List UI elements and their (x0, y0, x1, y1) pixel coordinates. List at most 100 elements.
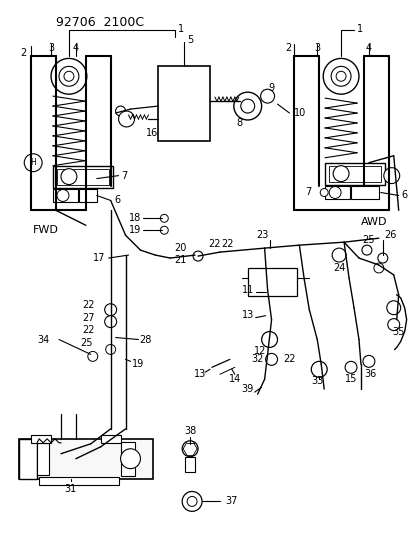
Circle shape (240, 99, 254, 113)
Circle shape (387, 319, 399, 330)
Circle shape (187, 496, 197, 506)
Bar (328, 166, 380, 182)
Text: 31: 31 (65, 483, 77, 494)
Circle shape (88, 351, 97, 361)
Bar (37, 443, 49, 474)
Circle shape (57, 190, 69, 201)
Circle shape (383, 168, 399, 183)
Circle shape (373, 263, 383, 273)
Text: 3: 3 (313, 44, 320, 53)
Circle shape (160, 227, 168, 234)
Text: 8: 8 (236, 118, 242, 128)
Bar (120, 442, 135, 475)
Bar (19, 439, 37, 479)
Text: 25: 25 (80, 338, 93, 349)
Text: 26: 26 (384, 230, 396, 240)
Text: 36: 36 (364, 369, 376, 379)
Text: FWD: FWD (33, 225, 59, 235)
Text: 22: 22 (82, 325, 95, 335)
Text: 39: 39 (241, 384, 253, 394)
Text: 1: 1 (356, 23, 362, 34)
Text: 23: 23 (256, 230, 268, 240)
Bar (325, 163, 384, 184)
Text: 14: 14 (228, 374, 240, 384)
Bar (78, 189, 97, 203)
Text: 35: 35 (392, 327, 404, 336)
Circle shape (61, 168, 77, 184)
Text: 22: 22 (282, 354, 295, 365)
Bar (325, 185, 349, 199)
Circle shape (332, 166, 348, 182)
Bar (19, 439, 153, 479)
Text: 24: 24 (332, 263, 344, 273)
Circle shape (233, 92, 261, 120)
Circle shape (311, 361, 326, 377)
Text: 38: 38 (183, 426, 196, 436)
Text: 92706  2100C: 92706 2100C (56, 15, 144, 29)
Circle shape (330, 66, 350, 86)
Bar (57, 168, 108, 184)
Text: 22: 22 (82, 300, 95, 310)
Text: 12: 12 (253, 346, 265, 357)
Circle shape (160, 214, 168, 222)
Text: H: H (30, 158, 36, 167)
Text: 6: 6 (401, 190, 407, 200)
Text: 13: 13 (241, 310, 253, 320)
Text: 33: 33 (311, 376, 323, 386)
Text: 6: 6 (114, 196, 121, 205)
Text: 34: 34 (37, 335, 49, 344)
Circle shape (64, 71, 74, 81)
Text: 17: 17 (93, 253, 105, 263)
Circle shape (362, 356, 374, 367)
Circle shape (118, 111, 134, 127)
Circle shape (377, 253, 387, 263)
Text: 27: 27 (82, 313, 95, 322)
Text: 5: 5 (187, 35, 193, 45)
Text: 7: 7 (304, 188, 311, 198)
Text: AWD: AWD (360, 217, 386, 227)
Circle shape (344, 361, 356, 373)
Text: 22: 22 (208, 239, 221, 249)
Text: 37: 37 (224, 496, 237, 506)
Circle shape (182, 491, 202, 511)
Circle shape (361, 245, 371, 255)
Text: 13: 13 (193, 369, 206, 379)
Text: 19: 19 (128, 225, 140, 235)
Text: 7: 7 (121, 171, 128, 181)
Circle shape (386, 301, 400, 314)
Text: 3: 3 (48, 44, 54, 53)
Bar (100, 435, 120, 443)
Text: 21: 21 (173, 255, 186, 265)
Circle shape (182, 441, 197, 457)
Text: 20: 20 (173, 243, 186, 253)
Text: 25: 25 (362, 235, 374, 245)
Text: 4: 4 (73, 44, 79, 53)
Circle shape (260, 89, 274, 103)
Text: 16: 16 (146, 128, 158, 138)
Bar (185, 457, 195, 472)
Circle shape (328, 187, 340, 198)
Bar (158, 66, 209, 141)
Bar (39, 477, 118, 484)
Text: 32: 32 (251, 354, 263, 365)
Text: 11: 11 (241, 285, 253, 295)
Bar (247, 268, 297, 296)
Circle shape (104, 316, 116, 328)
Circle shape (120, 449, 140, 469)
Circle shape (323, 59, 358, 94)
Circle shape (265, 353, 277, 365)
Text: 15: 15 (344, 374, 356, 384)
Circle shape (24, 154, 42, 172)
Text: 2: 2 (20, 49, 26, 59)
Circle shape (335, 71, 345, 81)
Circle shape (59, 66, 78, 86)
Circle shape (261, 332, 277, 348)
Circle shape (105, 344, 115, 354)
Text: 18: 18 (128, 213, 140, 223)
Text: 4: 4 (365, 44, 371, 53)
Circle shape (104, 304, 116, 316)
Text: 22: 22 (221, 239, 233, 249)
Text: 1: 1 (178, 23, 184, 34)
Text: 10: 10 (294, 108, 306, 118)
Text: 28: 28 (139, 335, 151, 344)
